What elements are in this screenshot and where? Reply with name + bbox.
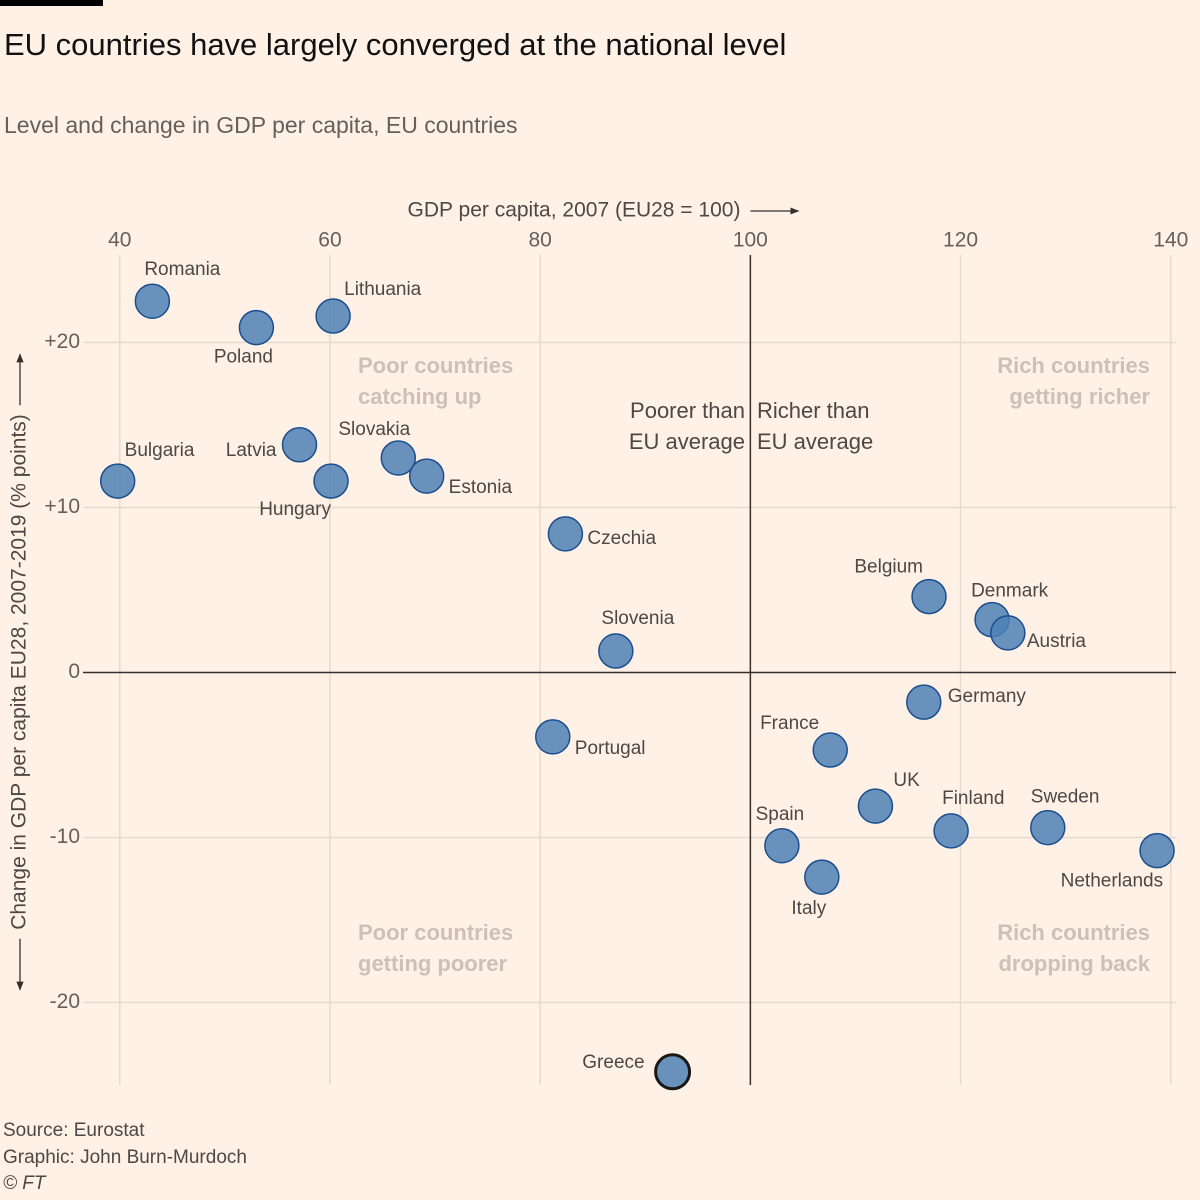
data-point-slovakia: [380, 440, 417, 476]
quadrant-label-bottom-right-line2: dropping back: [998, 951, 1150, 976]
richer-label-line2: EU average: [757, 429, 873, 454]
point-label-romania: Romania: [144, 259, 220, 280]
data-point-austria: [990, 615, 1026, 651]
poorer-label-line1: Poorer than: [630, 398, 745, 423]
data-point-portugal: [535, 719, 571, 755]
y-axis-title: Change in GDP per capita EU28, 2007-2019…: [8, 414, 31, 930]
quadrant-labels: Poor countries catching up Rich countrie…: [358, 353, 1151, 976]
ft-brand-bar: [0, 0, 103, 6]
chart-subtitle: Level and change in GDP per capita, EU c…: [4, 112, 518, 138]
data-point-sweden: [1030, 809, 1066, 846]
source-note: Source: Eurostat: [3, 1120, 145, 1141]
y-tick-label: -10: [50, 825, 80, 848]
point-label-poland: Poland: [214, 347, 273, 368]
point-label-greece: Greece: [582, 1052, 644, 1073]
data-point-lithuania: [315, 298, 351, 334]
quadrant-label-bottom-left-line2: getting poorer: [358, 951, 508, 976]
point-label-denmark: Denmark: [971, 581, 1049, 602]
point-label-estonia: Estonia: [449, 477, 513, 498]
point-label-portugal: Portugal: [575, 738, 646, 759]
chart-title: EU countries have largely converged at t…: [4, 27, 787, 62]
data-point-france: [812, 732, 848, 768]
x-tick-label: 100: [733, 229, 768, 252]
data-point-germany: [906, 684, 942, 720]
point-label-lithuania: Lithuania: [344, 279, 422, 300]
point-label-germany: Germany: [948, 686, 1027, 707]
data-point-finland: [933, 813, 969, 849]
point-label-finland: Finland: [942, 788, 1004, 809]
point-label-bulgaria: Bulgaria: [125, 440, 195, 461]
quadrant-label-top-left-line2: catching up: [358, 384, 481, 409]
point-label-italy: Italy: [791, 898, 826, 919]
data-point-italy: [804, 859, 840, 895]
data-point-uk: [857, 788, 894, 824]
point-label-netherlands: Netherlands: [1061, 871, 1163, 892]
point-label-hungary: Hungary: [259, 499, 331, 520]
point-label-slovakia: Slovakia: [338, 419, 410, 440]
data-point-bulgaria: [99, 463, 136, 499]
data-point-belgium: [911, 578, 947, 615]
data-point-spain: [764, 827, 800, 864]
point-label-france: France: [760, 713, 819, 734]
copyright-note: © FT: [3, 1173, 46, 1194]
point-label-sweden: Sweden: [1031, 787, 1100, 808]
point-label-belgium: Belgium: [854, 557, 923, 578]
data-point-estonia: [408, 458, 445, 494]
quadrant-label-top-left-line1: Poor countries: [358, 353, 513, 378]
point-label-uk: UK: [893, 770, 920, 791]
data-point-netherlands: [1139, 832, 1175, 869]
gridlines: [83, 255, 1176, 1085]
x-tick-label: 140: [1153, 229, 1188, 252]
quadrant-label-top-right-line1: Rich countries: [997, 353, 1150, 378]
x-tick-label: 120: [943, 229, 978, 252]
y-tick-label: +20: [44, 330, 80, 353]
reference-labels: Poorer than EU average Richer than EU av…: [629, 398, 873, 454]
point-label-austria: Austria: [1027, 631, 1087, 652]
y-tick-label: 0: [68, 660, 80, 683]
quadrant-label-bottom-left-line1: Poor countries: [358, 920, 513, 945]
quadrant-label-bottom-right-line1: Rich countries: [997, 920, 1150, 945]
data-point-romania: [134, 283, 171, 319]
poorer-label-line2: EU average: [629, 429, 745, 454]
tick-labels: 40 60 80 100 120 140 +20 +10 0 -10 -20: [44, 229, 1188, 1013]
point-label-czechia: Czechia: [587, 528, 656, 549]
y-tick-label: +10: [44, 495, 80, 518]
data-point-czechia: [547, 516, 584, 552]
x-axis-title: GDP per capita, 2007 (EU28 = 100): [408, 199, 741, 222]
x-tick-label: 60: [318, 229, 341, 252]
data-point-latvia: [281, 427, 318, 463]
x-tick-label: 80: [528, 229, 551, 252]
y-tick-label: -20: [50, 990, 80, 1013]
graphic-credit: Graphic: John Burn-Murdoch: [3, 1147, 247, 1168]
data-point-slovenia: [598, 633, 634, 669]
data-points: [99, 283, 1175, 1091]
x-tick-label: 40: [108, 229, 131, 252]
data-point-hungary: [313, 463, 349, 499]
point-labels: Romania Poland Lithuania Bulgaria Latvia Hung…: [125, 259, 1163, 1073]
point-label-latvia: Latvia: [226, 440, 277, 461]
data-point-greece: [654, 1053, 692, 1091]
point-label-spain: Spain: [756, 804, 805, 825]
point-label-slovenia: Slovenia: [601, 608, 674, 629]
data-point-poland: [238, 309, 275, 346]
quadrant-label-top-right-line2: getting richer: [1009, 384, 1150, 409]
reference-lines: [83, 255, 1176, 1085]
richer-label-line1: Richer than: [757, 398, 870, 423]
